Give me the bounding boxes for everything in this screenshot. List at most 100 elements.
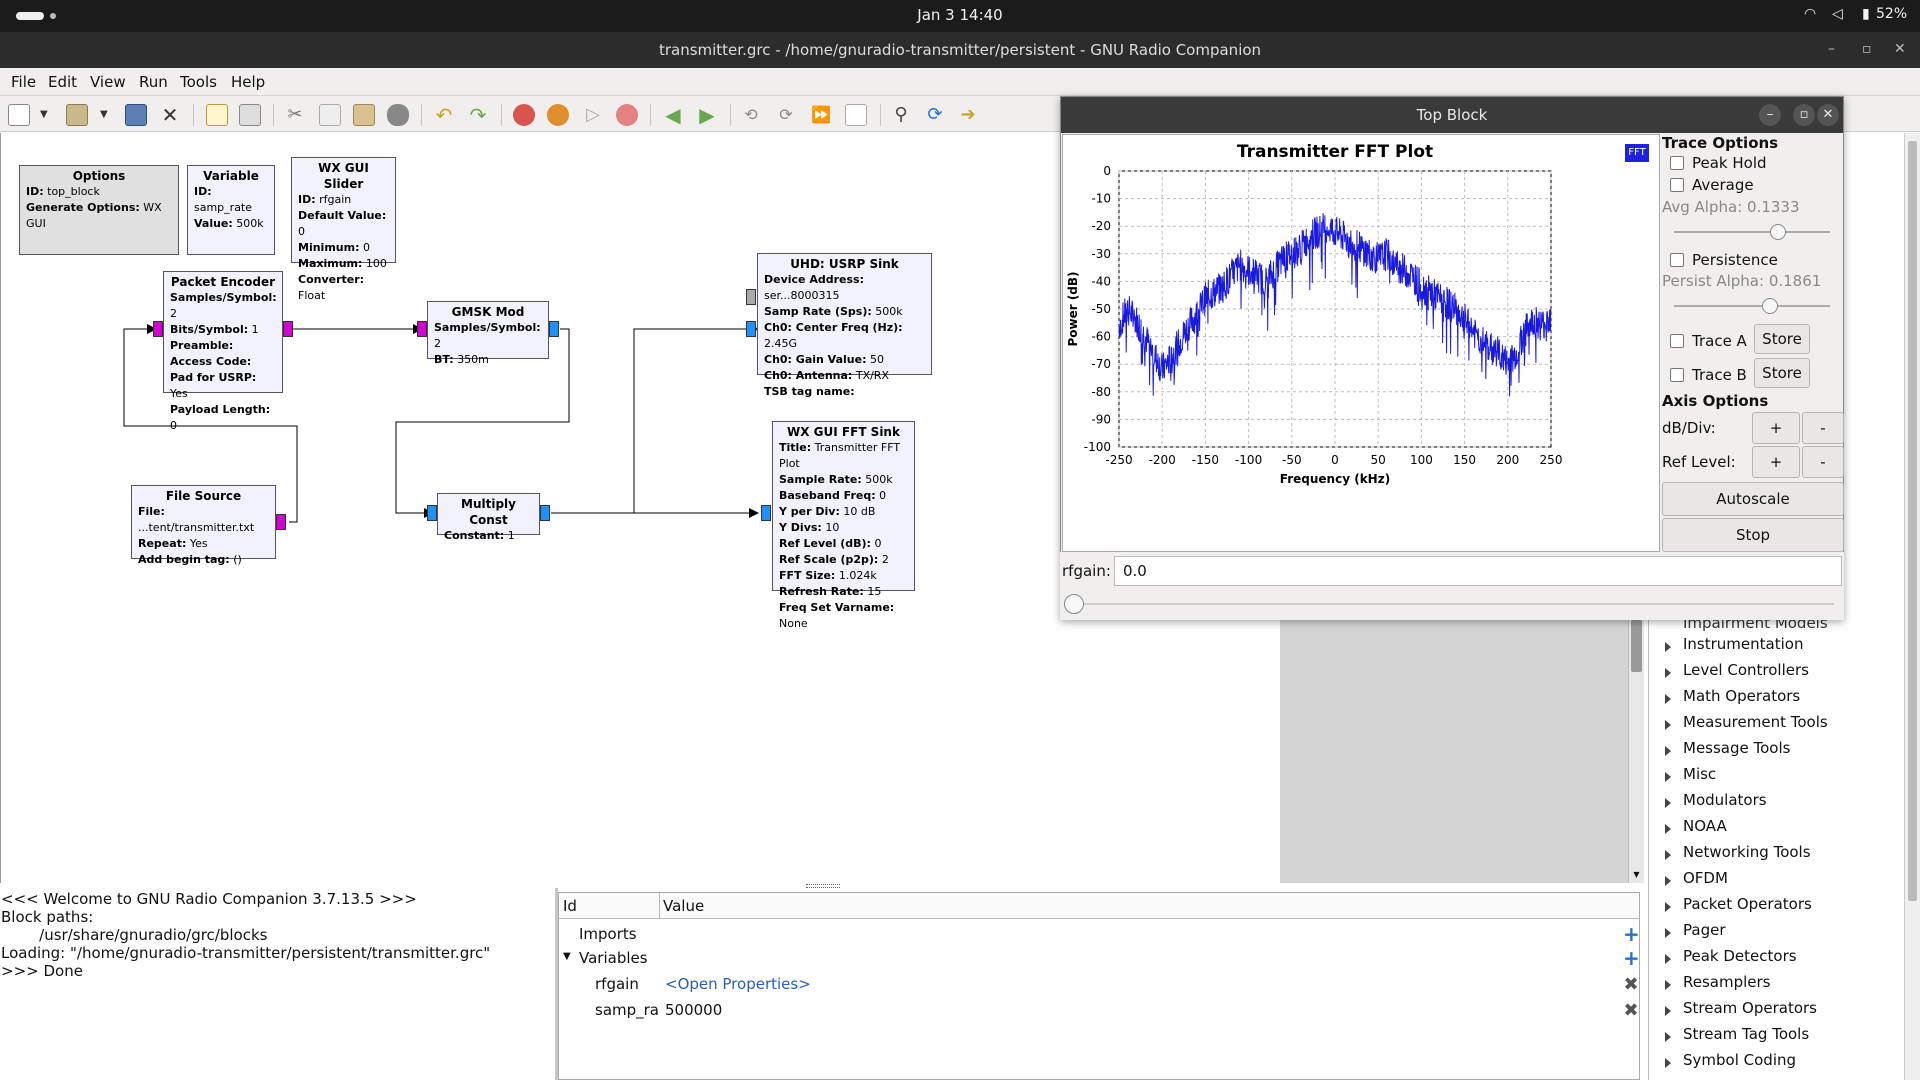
maximize-icon[interactable]: ▫ — [1862, 41, 1872, 57]
trace-b-checkbox[interactable] — [1670, 368, 1684, 382]
fft-plot[interactable]: -250 -200 -150 -100 -50 0 50 100 150 200 250 0 -10 -2… — [1062, 134, 1660, 552]
menu-view[interactable]: View — [90, 73, 126, 91]
expand-icon[interactable] — [1665, 876, 1671, 886]
gmsk-mod-block[interactable]: GMSK Mod Samples/Symbol: 2 BT: 350m — [427, 301, 549, 366]
expand-icon[interactable] — [1665, 954, 1671, 964]
expand-icon[interactable] — [1665, 1032, 1671, 1042]
properties-icon[interactable] — [206, 104, 228, 126]
library-category[interactable]: NOAA — [1683, 817, 1727, 835]
encoder-in-port[interactable] — [153, 321, 163, 337]
variable-block[interactable]: Variable ID: samp_rate Value: 500k — [187, 165, 275, 255]
remove-var-icon[interactable]: ✖ — [1623, 974, 1639, 995]
expand-icon[interactable] — [1665, 850, 1671, 860]
var-id[interactable]: samp_ra — [595, 1001, 659, 1019]
persist-alpha-slider[interactable] — [1674, 305, 1830, 307]
forward-icon[interactable]: ▶ — [699, 103, 715, 127]
encoder-out-port[interactable] — [283, 321, 293, 337]
add-variable-icon[interactable]: + — [1623, 946, 1640, 970]
variables-row[interactable]: Variables — [579, 949, 648, 967]
expand-icon[interactable] — [1665, 746, 1671, 756]
usrp-in-port[interactable] — [746, 321, 756, 337]
db-div-plus-button[interactable]: + — [1752, 412, 1800, 444]
open-properties-link[interactable]: <Open Properties> — [665, 975, 811, 993]
library-category[interactable]: Message Tools — [1683, 739, 1791, 757]
menu-edit[interactable]: Edit — [48, 73, 78, 91]
col-id-header[interactable]: Id — [563, 897, 577, 915]
multiply-in-port[interactable] — [427, 505, 437, 521]
run-icon[interactable]: ▷ — [586, 104, 600, 125]
activities-indicator[interactable] — [16, 12, 44, 20]
library-category[interactable]: Measurement Tools — [1683, 713, 1828, 731]
packet-encoder-block[interactable]: Packet Encoder Samples/Symbol: 2 Bits/Sy… — [163, 271, 283, 432]
expand-icon[interactable] — [1665, 980, 1671, 990]
scroll-down-icon[interactable]: ▼ — [1633, 870, 1640, 879]
minimize-icon[interactable]: – — [1828, 41, 1835, 57]
persistence-checkbox[interactable] — [1670, 253, 1684, 267]
library-category[interactable]: OFDM — [1683, 869, 1728, 887]
multiply-out-port[interactable] — [540, 505, 550, 521]
expand-icon[interactable] — [1665, 772, 1671, 782]
new-icon[interactable] — [8, 104, 30, 126]
reload-icon[interactable]: ⟳ — [927, 104, 943, 125]
library-category[interactable]: Math Operators — [1683, 687, 1801, 705]
library-category[interactable]: Resamplers — [1683, 973, 1771, 991]
menu-help[interactable]: Help — [231, 73, 266, 91]
peak-hold-label[interactable]: Peak Hold — [1692, 154, 1767, 172]
cut-icon[interactable]: ✂ — [287, 104, 303, 125]
expand-icon[interactable] — [1665, 1058, 1671, 1068]
usrp-command-port[interactable] — [746, 289, 756, 305]
db-div-minus-button[interactable]: - — [1802, 412, 1844, 444]
maximize-icon[interactable]: ▫ — [1793, 104, 1815, 126]
rotate-cw-icon[interactable]: ⟳ — [779, 105, 793, 124]
rfgain-knob[interactable] — [1064, 594, 1084, 614]
volume-icon[interactable]: ◁ — [1832, 6, 1843, 22]
file-source-out-port[interactable] — [276, 514, 286, 530]
var-value[interactable]: 500000 — [665, 1001, 723, 1019]
stop-icon[interactable] — [616, 104, 638, 126]
library-category[interactable]: Networking Tools — [1683, 843, 1811, 861]
expand-icon[interactable] — [1665, 694, 1671, 704]
imports-row[interactable]: Imports — [579, 925, 637, 943]
file-source-block[interactable]: File Source File: ...tent/transmitter.tx… — [131, 485, 276, 566]
library-category[interactable]: Symbol Coding — [1683, 1051, 1797, 1069]
library-category[interactable]: Pager — [1683, 921, 1726, 939]
battery-icon[interactable]: ▮ — [1862, 6, 1870, 22]
scroll-thumb[interactable] — [1631, 620, 1642, 672]
menu-file[interactable]: File — [11, 73, 37, 91]
expand-icon[interactable] — [1665, 928, 1671, 938]
redo-icon[interactable]: ↷ — [469, 103, 487, 127]
trace-a-checkbox[interactable] — [1670, 334, 1684, 348]
copy-icon[interactable] — [319, 104, 341, 126]
minimize-icon[interactable]: – — [1759, 104, 1781, 126]
rfgain-slider[interactable] — [1072, 603, 1834, 605]
avg-alpha-slider[interactable] — [1674, 231, 1830, 233]
dropdown-icon[interactable]: ▼ — [100, 109, 108, 120]
average-label[interactable]: Average — [1692, 176, 1754, 194]
back-icon[interactable]: ◀ — [665, 103, 681, 127]
top-block-title-bar[interactable]: Top Block – ▫ ✕ — [1061, 97, 1843, 133]
expand-icon[interactable] — [1665, 668, 1671, 678]
delete-icon[interactable] — [387, 104, 409, 126]
close-icon[interactable]: ✕ — [161, 103, 179, 127]
find-icon[interactable]: ⚲ — [894, 104, 908, 125]
var-id[interactable]: rfgain — [595, 975, 639, 993]
persistence-label[interactable]: Persistence — [1692, 251, 1778, 269]
trace-b-label[interactable]: Trace B — [1692, 366, 1747, 384]
wx-gui-slider-block[interactable]: WX GUI Slider ID: rfgain Default Value: … — [291, 157, 396, 302]
canvas-scrollbar[interactable]: ▼ — [1628, 620, 1644, 883]
store-b-button[interactable]: Store — [1754, 358, 1810, 388]
expand-icon[interactable] — [1665, 720, 1671, 730]
pane-resize-handle[interactable] — [806, 884, 840, 888]
menu-run[interactable]: Run — [139, 73, 168, 91]
remove-var-icon[interactable]: ✖ — [1623, 1000, 1639, 1021]
rotate-ccw-icon[interactable]: ⟲ — [744, 105, 758, 124]
multiply-const-block[interactable]: Multiply Const Constant: 1 — [437, 493, 540, 542]
library-category[interactable]: Misc — [1683, 765, 1717, 783]
options-block[interactable]: Options ID: top_block Generate Options: … — [19, 165, 179, 255]
execute-icon[interactable]: ➔ — [960, 104, 976, 125]
expand-icon[interactable] — [1665, 798, 1671, 808]
persist-alpha-knob[interactable] — [1762, 298, 1778, 314]
print-icon[interactable] — [239, 104, 261, 126]
wifi-icon[interactable]: ◠ — [1804, 6, 1817, 22]
close-window-icon[interactable]: ✕ — [1817, 104, 1839, 126]
